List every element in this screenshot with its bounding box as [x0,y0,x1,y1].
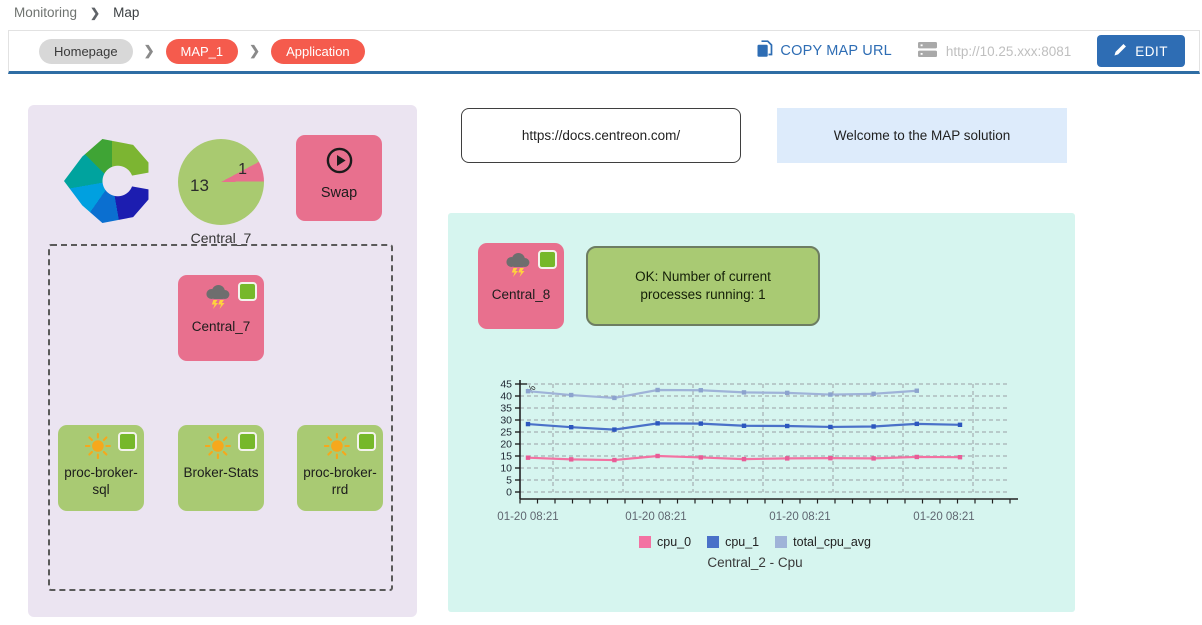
svg-text:40: 40 [500,391,512,403]
status-badge [357,432,376,451]
svg-text:15: 15 [500,451,512,463]
svg-text:0: 0 [506,487,512,499]
server-icon [917,41,938,61]
legend-item: total_cpu_avg [775,535,871,549]
legend-label: total_cpu_avg [793,535,871,549]
status-badge [538,250,557,269]
host-node-label: Central_8 [491,287,551,302]
pill-map-1[interactable]: MAP_1 [165,38,239,64]
legend-swatch [639,536,652,548]
copy-map-url-label: COPY MAP URL [780,43,892,59]
service-node-label: proc-broker-rrd [303,465,377,497]
cpu-chart-widget: 0 5 10 15 20 25 30 35 40 45% 01-20 08:21 01-20 08:… [490,378,1020,570]
legend-item: cpu_1 [707,535,759,549]
server-address-text: http://10.25.xxx:8081 [945,43,1072,59]
status-badge [118,432,137,451]
legend-label: cpu_1 [725,535,760,549]
pie-ok-count: 13 [190,176,209,195]
breadcrumb: Monitoring ❯ Map [14,5,139,20]
copy-icon [756,40,773,62]
legend-item: cpu_0 [639,535,691,549]
server-address: http://10.25.xxx:8081 [917,41,1072,61]
chart-x-labels: 01-20 08:21 01-20 08:21 01-20 08:21 01-20 0… [490,511,1020,527]
map-toolbar: Homepage ❯ MAP_1 ❯ Application COPY MAP … [8,30,1200,74]
status-badge [238,432,257,451]
docs-link-node[interactable]: https://docs.centreon.com/ [461,108,741,163]
pill-homepage[interactable]: Homepage [39,38,133,64]
sun-icon [204,432,231,464]
chart-x-tick-label: 01-20 08:21 [497,511,559,523]
welcome-text: Welcome to the MAP solution [833,128,1011,143]
host-node-central-8[interactable]: Central_8 [478,243,564,329]
map-left-panel: 13 1 Central_7 Swap [28,105,417,617]
swap-node[interactable]: Swap [296,135,382,221]
pie-node-label: Central_7 [190,230,252,246]
edit-label: EDIT [1135,43,1168,59]
map-right-panel: Central_8 OK: Number of current processe… [448,213,1075,612]
edit-button[interactable]: EDIT [1097,35,1185,67]
chart-legend: cpu_0 cpu_1 total_cpu_avg [490,535,1020,549]
breadcrumb-section[interactable]: Monitoring [14,5,78,20]
chart-title: Central_2 - Cpu [707,555,803,570]
chevron-right-icon: ❯ [249,43,261,58]
chart-x-tick-label: 01-20 08:21 [913,511,975,523]
status-badge [238,282,257,301]
sun-icon [323,432,350,464]
svg-text:10: 10 [500,463,512,475]
centreon-logo-icon [64,139,149,223]
host-node-central-7[interactable]: Central_7 [178,275,264,361]
service-node-broker-stats[interactable]: Broker-Stats [178,425,264,511]
storm-icon [502,251,532,282]
status-pie-chart: 13 1 [178,139,264,225]
welcome-node: Welcome to the MAP solution [777,108,1067,163]
service-node-proc-broker-sql[interactable]: proc-broker-sql [58,425,144,511]
chevron-right-icon: ❯ [90,5,101,20]
legend-swatch [707,536,720,548]
service-node-label: proc-broker-sql [64,465,138,497]
service-node-label: Broker-Stats [183,465,259,480]
pencil-icon [1114,43,1127,59]
chart-x-tick-label: 01-20 08:21 [769,511,831,523]
docs-link-text: https://docs.centreon.com/ [521,128,681,143]
map-path-pills: Homepage ❯ MAP_1 ❯ Application [39,38,365,64]
svg-text:20: 20 [500,439,512,451]
service-node-proc-broker-rrd[interactable]: proc-broker-rrd [297,425,383,511]
host-node-label: Central_7 [191,319,251,334]
svg-text:30: 30 [500,415,512,427]
node-group-frame [48,244,393,591]
service-output-text: OK: Number of current processes running:… [635,269,771,302]
storm-icon [202,283,232,314]
svg-text:25: 25 [500,427,512,439]
pie-node-central-7[interactable]: 13 1 Central_7 [174,139,268,246]
copy-map-url-button[interactable]: COPY MAP URL [756,40,892,62]
legend-swatch [775,536,788,548]
pill-application[interactable]: Application [271,38,365,64]
svg-text:5: 5 [506,475,512,487]
service-output-node: OK: Number of current processes running:… [586,246,820,326]
pie-critical-count: 1 [238,161,247,178]
svg-text:45: 45 [500,379,512,391]
legend-label: cpu_0 [657,535,692,549]
swap-node-label: Swap [320,185,358,201]
svg-text:35: 35 [500,403,512,415]
breadcrumb-page[interactable]: Map [113,5,140,20]
sun-icon [84,432,111,464]
chart-x-tick-label: 01-20 08:21 [625,511,687,523]
play-icon [296,145,382,181]
chevron-right-icon: ❯ [143,43,155,58]
